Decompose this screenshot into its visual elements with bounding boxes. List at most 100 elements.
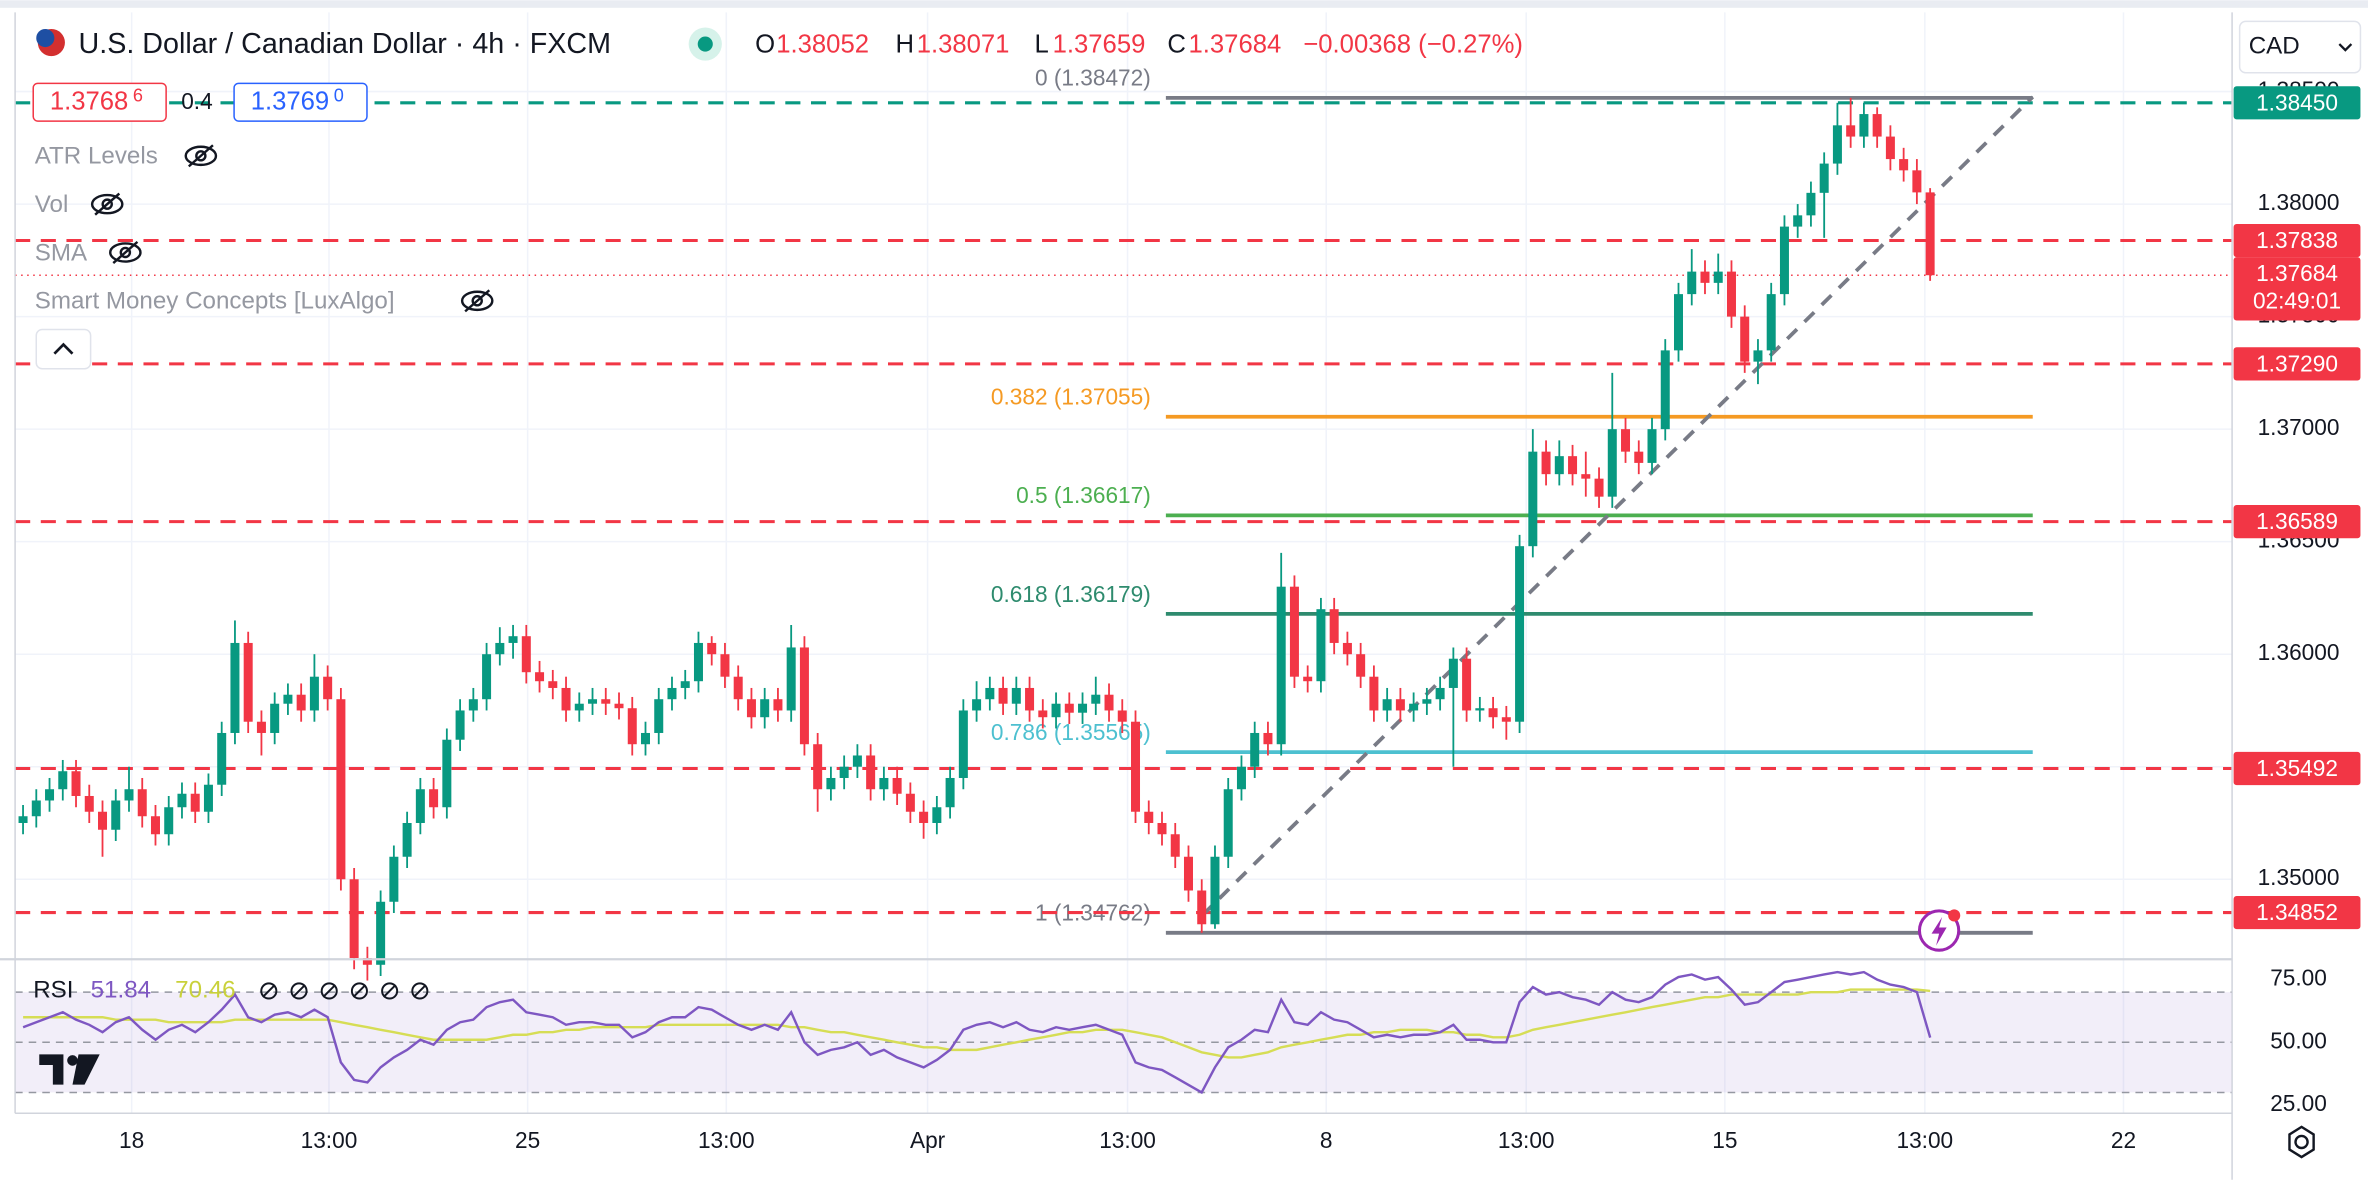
candle-body [349,879,359,959]
symbol-title: U.S. Dollar / Canadian Dollar · 4h · FXC… [79,28,611,60]
sell-button[interactable] [32,82,167,122]
candle-body [1382,699,1392,711]
rsi-line [22,970,1932,1095]
currency-select[interactable] [2238,20,2362,74]
price-boxes: 1.38450 1.37838 1.37290 1.36589 1.35492 1.348… [2233,86,2361,930]
candle-body [985,687,995,700]
candle-body [190,793,200,812]
indicator-name[interactable]: ATR Levels [35,143,158,170]
level-price-label: 1.34852 [2256,899,2338,925]
x-tick-label: 8 [1320,1127,1333,1153]
eye-off-icon[interactable] [184,144,218,168]
candle-body [1157,822,1167,835]
candle-body [1183,856,1193,891]
x-tick-label: 15 [1712,1127,1737,1153]
candle-body [561,687,571,711]
candle-body [1501,717,1511,722]
eye-off-icon[interactable] [109,240,142,264]
level-price-box [2233,86,2361,120]
candle-body [680,681,690,688]
candle-body [1912,170,1922,193]
candle-body [1753,350,1763,362]
candle-body [866,755,876,790]
candle-body [1554,456,1564,475]
candle-body [1303,676,1313,682]
candle-body [1210,856,1220,925]
indicator-name[interactable]: Smart Money Concepts [LuxAlgo] [35,288,395,315]
candle-body [482,654,492,700]
x-tick-label: 13:00 [1099,1127,1156,1153]
candle-body [1117,710,1127,722]
candle-body [1647,429,1657,463]
sell-price-sup: 6 [133,86,143,106]
icon [290,982,308,1000]
buy-button[interactable] [233,82,368,122]
candle-body [1356,654,1366,677]
icon [350,982,368,1000]
candle-body [376,901,386,965]
candle-body [1475,708,1485,711]
candle-body [1064,703,1074,713]
candle-body [601,699,611,704]
candle-body [455,710,465,740]
candle-body [998,687,1008,704]
candle-body [1395,699,1405,711]
candle-body [111,800,121,830]
alert-icon[interactable] [1917,909,1961,952]
candle-body [1634,451,1644,463]
y-tick-label: 75.00 [2270,965,2327,991]
trend-line [1200,95,2035,917]
candle-body [1011,687,1021,704]
current-price-label: 1.37684 [2256,260,2338,286]
candle-body [1104,694,1114,711]
ohlc-value: 1.37659 [1053,30,1146,58]
icon [381,982,399,1000]
x-tick-label: 25 [515,1127,540,1153]
candle-body [402,822,412,857]
fib-label: 0.382 (1.37055) [991,384,1151,410]
y-tick-label: 1.35000 [2258,864,2340,890]
x-tick-label: 13:00 [301,1127,358,1153]
candle-body [336,699,346,880]
candle-body [972,699,982,711]
candle-body [1581,474,1591,479]
icon [411,982,429,1000]
collapse-icon [53,342,74,355]
candle-body [1342,642,1352,655]
indicator-name[interactable]: Vol [35,191,69,218]
candle-body [18,816,28,823]
candle-body [1594,478,1604,497]
level-price-label: 1.38450 [2256,89,2338,115]
level-price-box [2233,505,2361,539]
candle-body [1276,586,1286,745]
eye-off-icon[interactable] [90,192,124,216]
ohlc-label: O [755,30,775,58]
candle-body [733,676,743,700]
candle-body [1170,834,1180,857]
candle-body [71,771,81,796]
candle-body [1369,676,1379,711]
candle-body [1289,586,1299,677]
indicator-name[interactable]: SMA [35,239,88,266]
candle-body [1329,609,1339,643]
candle-body [508,636,518,643]
collapse-button[interactable] [35,328,92,370]
candle-body [521,636,531,673]
rsi-value: 51.84 [91,976,151,1003]
candle-body [1872,114,1882,137]
candle-body [1673,294,1684,351]
countdown-label: 02:49:01 [2253,287,2341,313]
settings-icon[interactable] [2288,1125,2315,1159]
rsi-pane [15,970,2233,1095]
candles [18,97,1935,981]
x-tick-label: 18 [119,1127,144,1153]
candle-body [1038,710,1048,718]
candle-body [720,654,730,677]
candle-body [243,642,253,722]
quote: 1.3768 6 0.4 1.3769 0 [32,82,368,122]
candle-body [1078,703,1088,713]
level-price-label: 1.36589 [2256,508,2338,534]
eye-off-icon[interactable] [460,289,494,313]
candle-body [1051,703,1061,718]
x-tick-label: 13:00 [1896,1127,1953,1153]
